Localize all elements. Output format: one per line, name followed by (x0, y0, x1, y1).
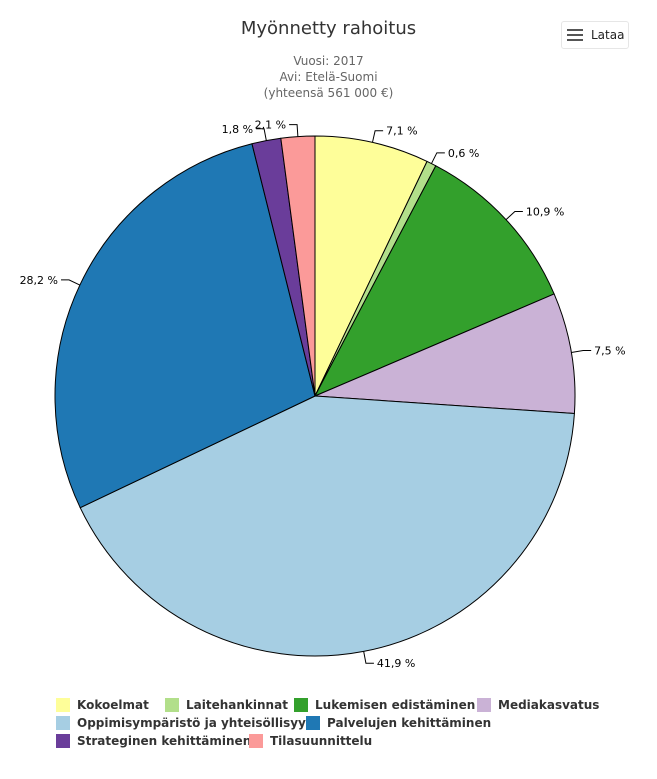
legend-swatch (249, 734, 263, 748)
connector-kokoelmat (371, 130, 384, 143)
data-label-palvelujen-kehittaminen: 28,2 % (20, 274, 58, 287)
data-label-oppimisymparisto-ja-yhteisollisyys: 41,9 % (377, 657, 415, 670)
data-label-mediakasvatus: 7,5 % (594, 345, 625, 358)
legend-item-tilasuunnittelu[interactable]: Tilasuunnittelu (249, 734, 372, 748)
data-label-strateginen-kehittaminen: 1,8 % (222, 123, 253, 136)
subtitle-region: Avi: Etelä-Suomi (279, 70, 378, 84)
legend-label: Mediakasvatus (498, 698, 600, 712)
connector-mediakasvatus (571, 350, 592, 354)
data-label-kokoelmat: 7,1 % (386, 125, 417, 138)
legend-label: Strateginen kehittäminen (77, 734, 252, 748)
legend-label: Tilasuunnittelu (270, 734, 373, 748)
legend-swatch (306, 716, 320, 730)
legend-label: Palvelujen kehittäminen (327, 716, 492, 730)
legend-item-kokoelmat[interactable]: Kokoelmat (56, 698, 149, 712)
pie-slice-kokoelmat[interactable] (314, 135, 428, 397)
data-label-laitehankinnat: 0,6 % (448, 147, 479, 160)
pie-slice-tilasuunnittelu[interactable] (280, 135, 316, 397)
data-label-lukemisen-edistaminen: 10,9 % (526, 206, 564, 219)
legend-item-palvelujen-kehittaminen[interactable]: Palvelujen kehittäminen (306, 716, 491, 730)
connector-lukemisen-edistaminen (505, 211, 523, 221)
legend-label: Laitehankinnat (186, 698, 288, 712)
legend-item-lukemisen-edistaminen[interactable]: Lukemisen edistäminen (294, 698, 475, 712)
legend-label: Lukemisen edistäminen (315, 698, 476, 712)
connector-oppimisymparisto-ja-yhteisollisyys (363, 651, 374, 664)
download-menu-button[interactable]: Lataa (561, 21, 629, 49)
legend-swatch (165, 698, 179, 712)
legend-swatch (56, 716, 70, 730)
subtitle-year: Vuosi: 2017 (293, 54, 364, 68)
hamburger-icon (567, 29, 583, 41)
legend-swatch (56, 698, 70, 712)
legend-swatch (294, 698, 308, 712)
connector-tilasuunnittelu (289, 124, 299, 137)
legend-item-strateginen-kehittaminen[interactable]: Strateginen kehittäminen (56, 734, 251, 748)
pie-slice-mediakasvatus[interactable] (314, 293, 576, 415)
download-label: Lataa (591, 28, 625, 42)
pie-slice-lukemisen-edistaminen[interactable] (314, 165, 555, 397)
connector-laitehankinnat (431, 152, 445, 164)
legend-item-oppimisymparisto-ja-yhteisollisyys[interactable]: Oppimisympäristö ja yhteisöllisyys (56, 716, 313, 730)
legend-swatch (56, 734, 70, 748)
subtitle-total: (yhteensä 561 000 €) (263, 86, 394, 100)
legend-label: Kokoelmat (77, 698, 149, 712)
legend-label: Oppimisympäristö ja yhteisöllisyys (77, 716, 313, 730)
legend-item-laitehankinnat[interactable]: Laitehankinnat (165, 698, 288, 712)
pie-slice-oppimisymparisto-ja-yhteisollisyys[interactable] (79, 395, 575, 657)
connector-strateginen-kehittaminen (256, 128, 267, 141)
connector-palvelujen-kehittaminen (61, 279, 81, 286)
legend-swatch (477, 698, 491, 712)
legend-item-mediakasvatus[interactable]: Mediakasvatus (477, 698, 599, 712)
chart-title: Myönnetty rahoitus (240, 18, 417, 39)
data-label-tilasuunnittelu: 2,1 % (255, 119, 286, 132)
pie-slice-palvelujen-kehittaminen[interactable] (54, 143, 316, 509)
